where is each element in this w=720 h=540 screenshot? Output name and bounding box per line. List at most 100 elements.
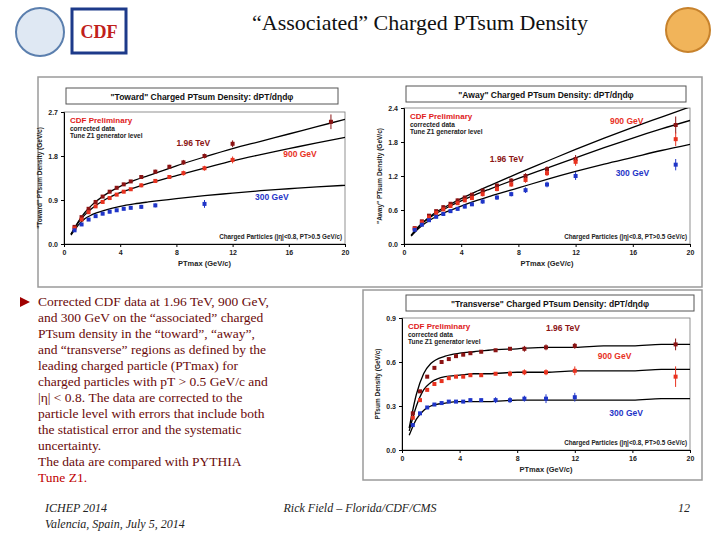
tick-label: 2.7 [48,109,58,116]
data-point [425,388,429,392]
data-point [101,212,105,216]
bullet-text: The data are compared with PYTHIA [38,454,242,469]
tick-label: 4 [458,455,462,462]
tick-label: 1.8 [388,139,398,146]
tick: 16 [629,244,637,256]
data-point [481,200,485,204]
annotation: Charged Particles (|η|<0.8, PT>0.5 GeV/c… [564,233,687,241]
data-point [522,347,526,351]
data-point [108,196,112,200]
tick: 8 [516,450,520,462]
tick-mark [61,244,64,245]
data-point [463,198,467,202]
tick: 2.4 [388,105,404,112]
tick: 0 [403,244,407,256]
logo-right [666,8,710,52]
data-point [153,203,157,207]
tick-mark [401,244,404,245]
data-point [447,400,451,404]
data-point [231,158,235,162]
data-point [508,372,512,376]
note: Tune Z1 generator level [410,128,483,136]
data-point [203,154,207,158]
tick: 0.3 [386,403,402,410]
bullet-text: charged particles with pT > 0.5 GeV/c an… [38,374,268,389]
data-point [441,212,445,216]
data-point [461,353,465,357]
data-point [440,379,444,383]
tick: 1.8 [48,153,64,160]
tick: 0.6 [386,359,402,366]
data-point [129,179,133,183]
data-point [448,209,452,213]
bullet-text: |η| < 0.8. The data are corrected to the [38,390,242,405]
tick: 0.0 [388,241,404,248]
slide: CDF“Associated” Charged PTsum DensityCor… [0,0,720,540]
logo-cms [16,8,64,56]
data-point [203,166,207,170]
chart-title: "Toward" Charged PTsum Density: dPT/dηdφ [111,92,294,102]
tick-mark [345,244,346,247]
tick-mark [120,244,121,247]
data-point [73,228,77,232]
tick-label: 16 [629,249,637,256]
data-point [447,376,451,380]
data-point [448,204,452,208]
tick-mark [633,244,634,247]
data-point [494,398,498,402]
tick-mark [233,244,234,247]
data-point [454,354,458,358]
axis: 048121620 [403,244,695,256]
data-point [101,195,105,199]
data-point [129,187,133,191]
plot-data [409,339,690,436]
data-point [495,187,499,191]
data-point [522,370,526,374]
tick: 8 [517,244,521,256]
tick-label: 12 [571,455,579,462]
data-point [508,398,512,402]
series-label: 300 GeV [609,408,643,418]
tick: 0 [401,450,405,462]
data-point [544,345,548,349]
tick-mark [517,450,518,453]
tick-mark [61,112,64,113]
data-point [108,190,112,194]
tick-mark [690,450,691,453]
tick-label: 0 [401,455,405,462]
tick-label: 4 [119,249,123,256]
data-point [181,160,185,164]
bullet-text: leading charged particle (PTmax) for [38,358,238,373]
data-point [470,193,474,197]
tick-mark [690,244,691,247]
data-point [573,395,577,399]
data-point [203,202,207,206]
data-point [674,137,678,141]
data-point [167,175,171,179]
data-point [509,183,513,187]
series-label: 1.96 TeV [490,154,524,164]
data-point [418,389,422,393]
series-label: 900 GeV [598,351,632,361]
axis-line [399,319,403,451]
data-point [411,423,415,427]
axis: 0.00.30.60.9 [386,315,402,454]
data-point [470,196,474,200]
plot-frame [404,108,690,244]
footer-place: Valencia, Spain, July 5, 2014 [45,517,185,531]
tick-label: 1.2 [388,173,398,180]
data-point [122,182,126,186]
data-point [153,170,157,174]
bullet-text: Corrected CDF data at 1.96 TeV, 900 GeV, [38,294,269,309]
data-point [574,160,578,164]
tick-label: 0.9 [48,197,58,204]
logo-cdf [72,9,126,53]
slide-title: “Associated” Charged PTsum Density [252,10,588,35]
data-point [524,188,528,192]
data-point [544,397,548,401]
series-label: 1.96 TeV [176,138,210,148]
tick-label: 2.4 [388,105,398,112]
data-point [522,397,526,401]
model-curve [409,344,690,428]
chart: "Transverse" Charged PTsum Density: dPT/… [374,295,694,474]
